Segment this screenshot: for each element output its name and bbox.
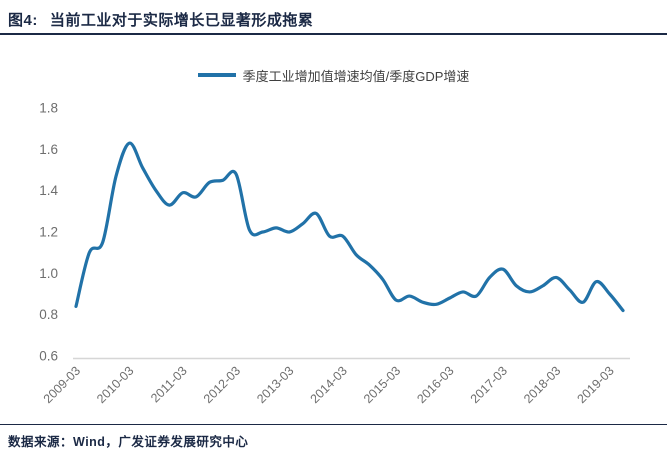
x-axis-tick-label: 2017-03 — [468, 364, 510, 406]
y-axis-tick-label: 0.6 — [39, 349, 58, 364]
y-axis-tick-label: 1.6 — [39, 142, 58, 157]
figure-number-label: 图4: — [8, 11, 38, 29]
data-source-text: 数据来源：Wind，广发证券发展研究中心 — [8, 435, 249, 449]
title-divider-line — [0, 33, 667, 35]
x-axis-tick-label: 2015-03 — [361, 364, 403, 406]
x-axis-tick-label: 2019-03 — [574, 364, 616, 406]
x-axis-tick-label: 2013-03 — [254, 364, 296, 406]
legend-label: 季度工业增加值增速均值/季度GDP增速 — [242, 68, 470, 84]
x-axis-tick-label: 2010-03 — [94, 364, 136, 406]
chart-legend: 季度工业增加值增速均值/季度GDP增速 — [0, 66, 667, 84]
legend-line-marker — [197, 73, 236, 77]
x-axis-tick-label: 2018-03 — [521, 364, 563, 406]
x-axis-tick-label: 2014-03 — [308, 364, 350, 406]
y-axis-tick-label: 1.4 — [39, 183, 58, 198]
figure-title-row: 图4: 当前工业对于实际增长已显著形成拖累 — [8, 8, 663, 30]
figure-title: 当前工业对于实际增长已显著形成拖累 — [49, 11, 314, 29]
y-axis-tick-label: 1.8 — [39, 101, 58, 116]
x-axis-tick-label: 2012-03 — [201, 364, 243, 406]
y-axis-tick-label: 1.0 — [39, 266, 58, 281]
data-series-line — [74, 141, 625, 313]
footer-divider-line — [0, 424, 667, 425]
x-axis-tick-label: 2011-03 — [148, 364, 190, 406]
y-axis-tick-label: 1.2 — [39, 225, 58, 240]
y-axis-tick-label: 0.8 — [39, 307, 58, 322]
x-axis-tick-label: 2016-03 — [414, 364, 456, 406]
x-axis-tick-label: 2009-03 — [41, 364, 83, 406]
